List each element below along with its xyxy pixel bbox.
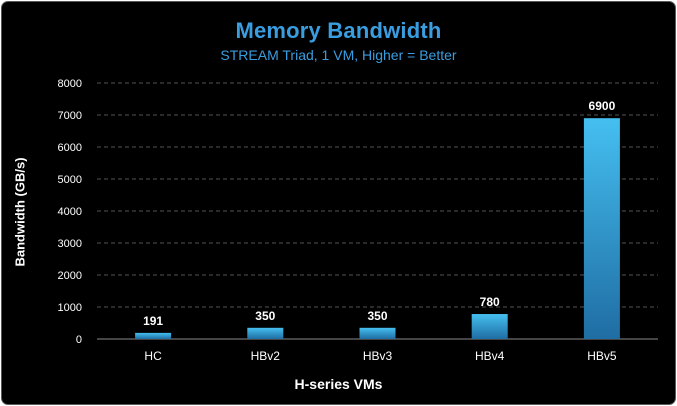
data-label: 191 bbox=[143, 314, 163, 328]
bar bbox=[583, 118, 620, 339]
data-label: 350 bbox=[255, 309, 275, 323]
bar bbox=[471, 314, 508, 339]
x-tick-label: HC bbox=[144, 349, 162, 363]
y-tick-label: 5000 bbox=[58, 174, 82, 186]
chart-subtitle: STREAM Triad, 1 VM, Higher = Better bbox=[220, 47, 457, 63]
data-label: 780 bbox=[480, 295, 500, 309]
x-axis-label: H-series VMs bbox=[294, 376, 383, 392]
bar bbox=[247, 327, 284, 339]
data-label: 350 bbox=[367, 309, 387, 323]
y-tick-label: 3000 bbox=[58, 238, 82, 250]
y-tick-label: 0 bbox=[76, 334, 82, 346]
y-tick-label: 1000 bbox=[58, 302, 82, 314]
y-tick-label: 4000 bbox=[58, 206, 82, 218]
y-tick-label: 8000 bbox=[58, 78, 82, 90]
y-tick-label: 6000 bbox=[58, 142, 82, 154]
bar bbox=[135, 332, 172, 339]
x-tick-label: HBv4 bbox=[475, 349, 505, 363]
x-tick-label: HBv5 bbox=[587, 349, 617, 363]
chart-title: Memory Bandwidth bbox=[235, 18, 442, 43]
bar bbox=[359, 327, 396, 339]
x-tick-label: HBv2 bbox=[251, 349, 281, 363]
x-tick-label: HBv3 bbox=[363, 349, 393, 363]
data-label: 6900 bbox=[589, 99, 616, 113]
y-tick-label: 2000 bbox=[58, 270, 82, 282]
y-tick-label: 7000 bbox=[58, 110, 82, 122]
